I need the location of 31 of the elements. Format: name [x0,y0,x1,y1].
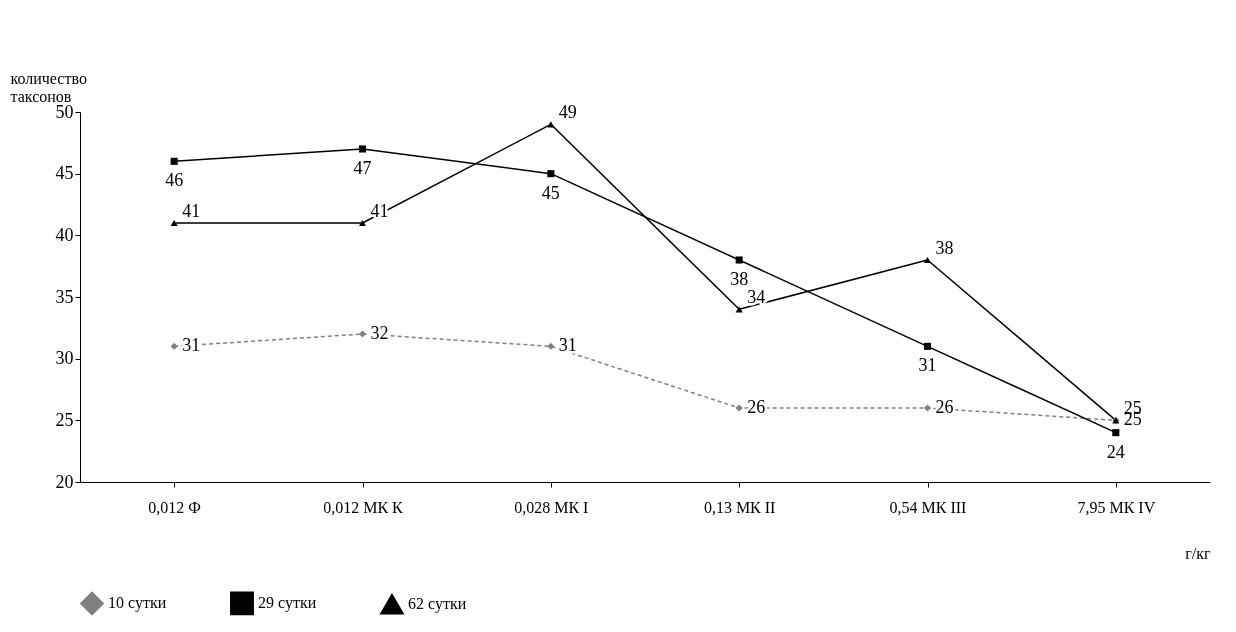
y-tick-label: 25 [55,409,74,430]
data-label: 34 [747,287,766,308]
x-tick-label: 0,13 МК II [703,498,776,516]
data-label: 26 [747,397,766,417]
y-tick-label: 45 [55,163,74,184]
data-label: 47 [353,158,372,178]
legend-label: 62 сутки [408,595,467,614]
legend-label: 29 сутки [258,594,317,613]
x-tick-label: 0,012 МК К [323,498,404,516]
data-label: 24 [1106,441,1125,462]
data-label: 31 [182,335,201,356]
data-label: 46 [165,170,184,191]
x-tick-label: 0,012 Ф [148,498,201,516]
data-label: 31 [918,355,937,376]
data-label: 45 [541,182,560,203]
data-label: 31 [558,335,577,356]
data-label: 38 [935,238,954,258]
x-tick-label: 7,95 МК IV [1077,498,1156,516]
y-tick-label: 20 [55,471,74,492]
y-tick-label: 30 [55,348,74,369]
data-label: 32 [370,323,389,343]
y-tick-label: 35 [55,286,74,307]
x-tick-label: 0,028 МК I [514,498,589,516]
data-label: 38 [730,269,749,289]
legend-label: 10 сутки [108,594,167,613]
x-axis-title: г/кг [1185,544,1211,562]
x-tick-label: 0,54 МК III [889,498,967,516]
data-label: 26 [935,397,954,417]
data-label: 41 [182,201,201,221]
data-label: 49 [558,102,577,123]
y-tick-label: 40 [55,224,74,245]
